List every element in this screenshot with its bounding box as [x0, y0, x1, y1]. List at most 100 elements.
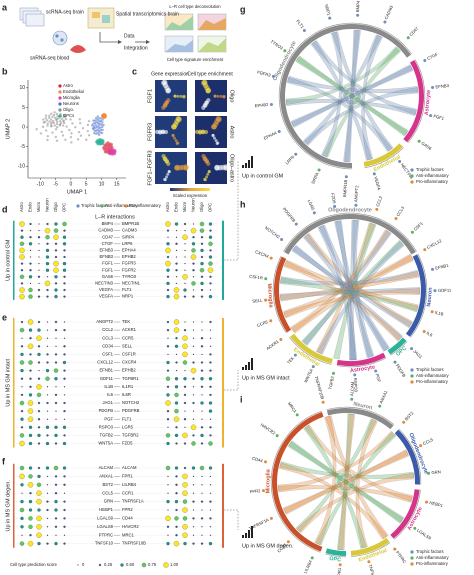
legend-dot: [98, 563, 102, 567]
dot: [175, 508, 178, 512]
dot: [174, 516, 179, 521]
dot: [192, 289, 195, 291]
dot: [174, 401, 179, 405]
dot: [54, 353, 58, 356]
umap-point: [49, 122, 53, 126]
dot: [166, 328, 170, 332]
ligand-label: GAS6: [102, 274, 114, 279]
dot: [184, 243, 186, 245]
dot: [192, 401, 195, 405]
receptor-label: FPR2: [122, 507, 133, 512]
panel-c-header: Gene expression: [151, 71, 189, 77]
umap-point: [101, 138, 105, 142]
dot: [38, 249, 40, 251]
umap-point: [113, 152, 116, 156]
gene-label: CCL2: [375, 195, 383, 207]
umap-point: [86, 129, 90, 133]
dot: [19, 287, 25, 293]
dot: [28, 441, 33, 446]
dot: [36, 532, 42, 538]
dot: [54, 242, 58, 245]
dot: [54, 320, 58, 324]
umap-point: [113, 148, 117, 152]
dot: [200, 401, 204, 405]
dot: [46, 386, 49, 388]
tissue-spot: [204, 158, 210, 164]
chord-sector: [405, 254, 427, 337]
chord-sector: [403, 60, 424, 143]
umap-point: [99, 143, 102, 146]
umap-point: [101, 128, 104, 131]
receptor-label: SELL: [122, 343, 133, 348]
dot: [46, 222, 49, 226]
umap-point: [90, 124, 94, 127]
dot: [37, 328, 41, 332]
chord-ribbon: [291, 255, 414, 334]
ligand-label: PDGFB: [99, 408, 114, 413]
dot: [54, 433, 58, 438]
gene-label: CCL3: [395, 205, 405, 217]
dot: [201, 329, 203, 331]
legend-swatch: [410, 168, 414, 172]
umap-point: [85, 138, 88, 141]
dot: [63, 492, 66, 494]
dot: [20, 235, 24, 239]
dot: [46, 418, 49, 420]
dot: [37, 401, 41, 405]
dot: [19, 274, 25, 279]
dot: [36, 482, 42, 487]
legend-swatch: [58, 108, 62, 112]
legend-label: Neurons: [63, 101, 79, 106]
receptor-label: TNFRSF1A: [122, 499, 144, 504]
dot: [200, 377, 204, 381]
legend-label: Endothelial: [63, 89, 84, 94]
gene-class-dot: [264, 277, 268, 281]
chord-ribbon: [317, 225, 356, 361]
dot: [37, 377, 41, 380]
dot: [208, 255, 213, 259]
tissue-spot: [214, 139, 218, 143]
dot: [46, 276, 49, 278]
dot: [29, 377, 32, 380]
dot: [63, 282, 66, 285]
legend-swatch: [58, 96, 62, 100]
row-label: FGF1: [147, 89, 153, 103]
tissue-spot: [166, 172, 170, 176]
tissue-spot: [165, 87, 172, 94]
gene-label: RSPO3: [353, 378, 359, 393]
dot: [28, 294, 33, 299]
umap-point: [63, 121, 66, 125]
dot: [54, 249, 58, 252]
dot: [46, 534, 49, 536]
chord-sector: [326, 408, 394, 430]
dot: [209, 289, 212, 291]
legend-label: Pro-inflammatory: [416, 379, 449, 384]
dot: [36, 335, 42, 341]
dot: [207, 267, 214, 273]
gene-label: GRN: [431, 469, 441, 475]
dot: [54, 275, 58, 279]
legend-swatch: [410, 174, 414, 178]
dot: [21, 534, 23, 536]
dot: [166, 242, 170, 246]
chord-ribbon: [333, 222, 377, 360]
umap-point: [87, 119, 91, 123]
group-label: Up in MS GM degen.: [5, 480, 11, 532]
umap-point: [94, 124, 98, 127]
dot: [174, 466, 179, 470]
dot: [167, 475, 169, 477]
dot: [199, 221, 205, 227]
bar-icon: [245, 163, 247, 168]
dot: [28, 508, 33, 512]
receptor-label: EPHB2: [122, 254, 136, 259]
dot: [38, 223, 40, 225]
gene-label: SIRPA: [310, 171, 320, 184]
dot: [175, 282, 178, 284]
dot: [28, 524, 33, 529]
umap-point: [70, 132, 73, 135]
dot: [63, 229, 66, 232]
umap-point: [64, 117, 68, 121]
dot: [29, 282, 32, 284]
gene-label: EFNB3: [435, 83, 450, 89]
bar-icon: [248, 362, 250, 370]
